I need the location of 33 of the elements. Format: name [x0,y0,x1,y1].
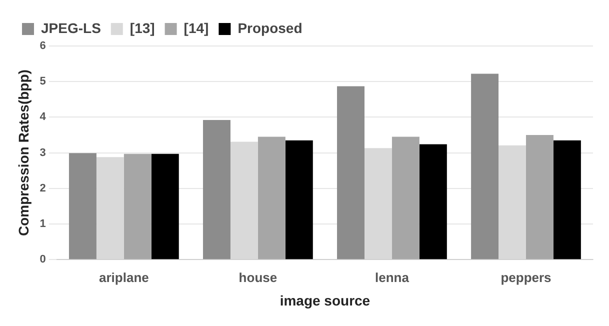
bar [337,86,364,260]
bar [498,145,526,260]
bar [96,157,124,260]
bar [124,154,152,260]
y-tick-label: 0 [40,254,46,266]
legend-label: JPEG-LS [41,20,101,36]
bar [151,154,179,260]
bar [230,142,258,260]
y-tick-label: 5 [40,76,46,88]
x-tick-label: peppers [500,270,552,285]
legend-label: [13] [130,20,155,36]
bar [285,140,313,260]
bar [68,153,96,260]
legend-label: [14] [184,20,209,36]
y-tick-label: 4 [40,111,47,124]
bar [471,74,499,260]
legend-label: Proposed [238,20,302,36]
bar [419,144,447,260]
bar [364,148,392,260]
y-tick-label: 3 [40,146,46,159]
y-tick-label: 6 [40,40,46,52]
x-axis-title: image source [280,292,370,308]
x-tick-label: house [238,270,278,285]
y-tick-label: 2 [40,182,46,194]
x-tick-label: lenna [374,270,410,285]
y-axis-title: Compression Rates(bpp) [15,70,32,236]
bar [526,135,554,260]
bar [203,120,230,260]
bar [258,136,286,260]
bar [553,140,581,260]
y-tick-label: 1 [40,218,46,230]
x-tick-label: ariplane [99,270,149,285]
bar [392,136,420,260]
